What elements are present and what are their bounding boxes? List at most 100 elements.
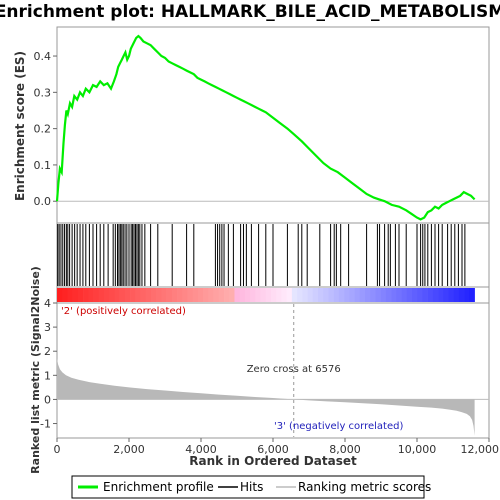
es-tick-label: 0.0 <box>34 195 52 208</box>
rank-bar-strip <box>380 288 387 302</box>
rank-bar-strip <box>443 288 449 302</box>
rank-bar-strip <box>239 288 246 302</box>
rank-bar-strip <box>150 288 157 302</box>
metric-tick-label: -1 <box>40 418 51 431</box>
rank-bar-strip <box>229 288 235 302</box>
rank-bar-strip <box>297 288 303 302</box>
rank-bar-strip <box>161 288 167 302</box>
rank-bar-strip <box>417 288 423 302</box>
rank-bar-strip <box>411 288 418 302</box>
rank-bar-strip <box>98 288 105 302</box>
rank-bar-strip <box>375 288 381 302</box>
rank-bar-strip <box>140 288 147 302</box>
zero-cross-label: Zero cross at 6576 <box>247 364 341 375</box>
rank-bar-strip <box>93 288 100 302</box>
rank-bar-strip <box>438 288 444 302</box>
rank-bar-strip <box>57 288 63 302</box>
es-curve-group <box>55 34 476 221</box>
rank-bar-strip <box>124 288 131 302</box>
x-tick-label: 4,000 <box>185 443 217 456</box>
rank-bar-strip <box>385 288 392 302</box>
x-tick-label: 8,000 <box>329 443 361 456</box>
rank-bar-strip <box>338 288 345 302</box>
legend-hits-label: Hits <box>240 480 263 494</box>
rank-bar-strip <box>145 288 152 302</box>
rank-bar-strip <box>323 288 329 302</box>
rank-bar-strip <box>391 288 397 302</box>
rank-bar-strip <box>344 288 350 302</box>
rank-bar-strip <box>354 288 361 302</box>
rank-bar-strip <box>62 288 68 302</box>
metric-tick-label: 1 <box>44 369 51 382</box>
rank-bar-strip <box>406 288 413 302</box>
rank-bar-strip <box>432 288 439 302</box>
rank-bar-strip <box>364 288 371 302</box>
rank-bar-strip <box>182 288 188 302</box>
rank-bar-strip <box>135 288 141 302</box>
rank-bar-strip <box>192 288 199 302</box>
rank-bar-strip <box>224 288 230 302</box>
rank-bar-strip <box>333 288 340 302</box>
x-tick-label: 10,000 <box>398 443 437 456</box>
rank-bar-strip <box>281 288 287 302</box>
positive-label: '2' (positively correlated) <box>61 306 186 317</box>
metric-tick-label: 4 <box>44 297 51 310</box>
rank-bar-strip <box>88 288 94 302</box>
rank-bar-strip <box>197 288 204 302</box>
rank-bar-strip <box>208 288 214 302</box>
rank-bar-strip <box>271 288 277 302</box>
hit-marks <box>57 224 466 286</box>
metric-area-group <box>57 304 489 437</box>
rank-bar-strip <box>328 288 334 302</box>
rank-bar-strip <box>72 288 79 302</box>
rank-bar-strip <box>187 288 194 302</box>
metric-area <box>57 358 475 436</box>
rank-bar-strip <box>260 288 267 302</box>
rank-bar-strip <box>234 288 240 302</box>
rank-bar-strip <box>213 288 220 302</box>
legend-box <box>71 475 425 499</box>
rank-bar-strip <box>119 288 126 302</box>
rank-bar-strip <box>458 288 465 302</box>
chart-title: Enrichment plot: HALLMARK_BILE_ACID_META… <box>0 2 500 22</box>
rank-bar-strip <box>318 288 324 302</box>
x-axis-ticks: 0 2,000 4,000 6,000 8,000 10,000 12,000 <box>54 438 500 456</box>
es-tick-label: 0.3 <box>34 86 52 99</box>
rank-bar-strip <box>203 288 209 302</box>
rank-bar-strip <box>244 288 251 302</box>
rank-bar-strip <box>265 288 272 302</box>
rank-bar-strip <box>83 288 89 302</box>
metric-axis-label: Ranked list metric (Signal2Noise) <box>29 266 42 474</box>
rank-bar-strip <box>349 288 355 302</box>
rank-bar-strip <box>130 288 136 302</box>
rank-bar-strip <box>114 288 120 302</box>
x-tick-label: 2,000 <box>113 443 145 456</box>
es-panel <box>56 26 490 224</box>
es-tick-label: 0.2 <box>34 123 52 136</box>
rank-bar-strip <box>370 288 376 302</box>
rank-bar-strip <box>250 288 256 302</box>
rank-bar-strip <box>396 288 402 302</box>
rank-bar-strip <box>464 288 470 302</box>
rank-bar-strip <box>448 288 455 302</box>
rank-bar-strip <box>109 288 115 302</box>
rank-bar-strip <box>401 288 408 302</box>
es-axis-label: Enrichment score (ES) <box>13 51 27 201</box>
x-tick-label: 12,000 <box>461 443 500 456</box>
rank-bar-strip <box>103 288 110 302</box>
rank-bar-strip <box>453 288 460 302</box>
rank-bar-strip <box>67 288 73 302</box>
legend-metric-label: Ranking metric scores <box>298 480 431 494</box>
rank-bar-strip <box>359 288 366 302</box>
x-axis-label: Rank in Ordered Dataset <box>189 454 357 468</box>
es-tick-label: 0.4 <box>34 50 52 63</box>
rank-bar-strip <box>171 288 178 302</box>
rank-bar-strip <box>469 288 475 302</box>
metric-axis-ticks: -1 0 1 2 3 4 <box>40 297 57 431</box>
legend-es-label: Enrichment profile <box>103 480 214 494</box>
rank-bar-strip <box>302 288 308 302</box>
rank-bar-strip <box>218 288 225 302</box>
rank-bar-strip <box>166 288 173 302</box>
negative-label: '3' (negatively correlated) <box>274 421 403 432</box>
